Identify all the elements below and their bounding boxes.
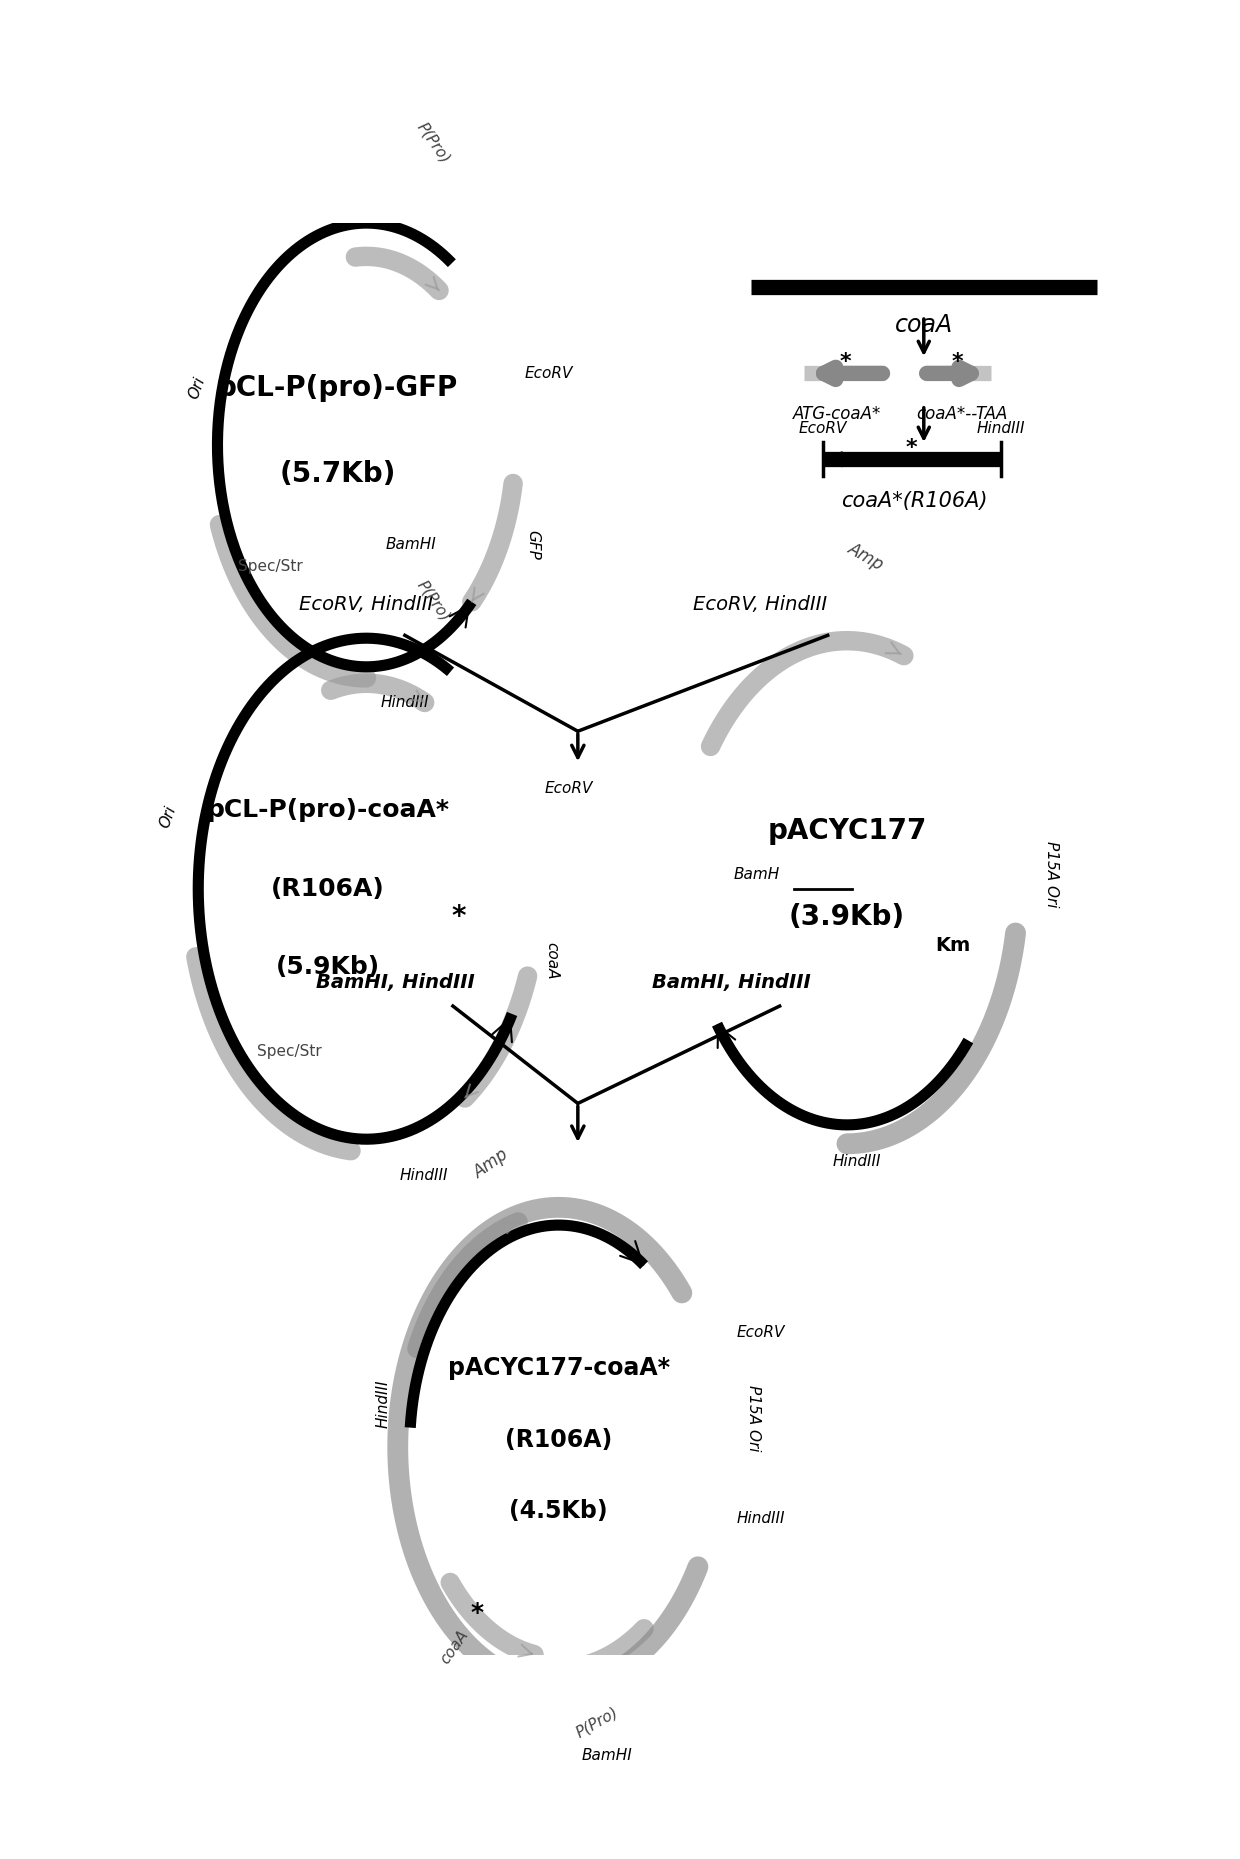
Text: EcoRV, HindIII: EcoRV, HindIII [693, 595, 827, 613]
Text: coaA*--TAA: coaA*--TAA [916, 405, 1008, 422]
Text: EcoRV: EcoRV [544, 781, 593, 796]
Text: EcoRV, HindIII: EcoRV, HindIII [299, 595, 434, 613]
Text: BamHI: BamHI [582, 1747, 632, 1762]
Text: (5.7Kb): (5.7Kb) [279, 459, 396, 487]
Text: pCL-P(pro)-coaA*: pCL-P(pro)-coaA* [207, 798, 449, 822]
Text: Ori: Ori [186, 374, 208, 402]
Text: coaA: coaA [895, 314, 952, 336]
Text: *: * [905, 439, 918, 457]
Text: Ori: Ori [157, 803, 179, 831]
Text: BamHI, HindIII: BamHI, HindIII [316, 972, 475, 991]
Text: P(Pro): P(Pro) [414, 119, 453, 165]
Text: ATG-coaA*: ATG-coaA* [794, 405, 882, 422]
Text: (R106A): (R106A) [505, 1428, 613, 1452]
Text: EcoRV: EcoRV [737, 1325, 785, 1340]
Text: (5.9Kb): (5.9Kb) [277, 956, 379, 980]
Text: Amp: Amp [846, 539, 887, 574]
Text: P(Pro): P(Pro) [414, 578, 453, 625]
Text: HindIII: HindIII [376, 1379, 391, 1428]
Text: HindIII: HindIII [381, 695, 429, 710]
Text: GFP: GFP [525, 530, 539, 560]
Text: Spec/Str: Spec/Str [257, 1045, 322, 1060]
Text: P(Pro): P(Pro) [573, 1705, 621, 1740]
Text: HindIII: HindIII [976, 422, 1025, 437]
Text: HindIII: HindIII [832, 1153, 880, 1169]
Text: Spec/Str: Spec/Str [238, 560, 303, 574]
Text: coaA: coaA [438, 1627, 471, 1666]
Text: Km: Km [935, 937, 970, 956]
Text: (4.5Kb): (4.5Kb) [510, 1500, 608, 1523]
Text: BamHI, HindIII: BamHI, HindIII [652, 972, 811, 991]
Text: pACYC177-coaA*: pACYC177-coaA* [448, 1357, 670, 1379]
Text: (3.9Kb): (3.9Kb) [789, 903, 905, 931]
Text: P15A Ori: P15A Ori [746, 1385, 761, 1452]
Text: *: * [451, 903, 466, 931]
Text: *: * [951, 351, 963, 372]
Text: BamH: BamH [733, 866, 780, 881]
Text: coaA*(R106A): coaA*(R106A) [841, 491, 987, 511]
Text: HindIII: HindIII [399, 1167, 449, 1182]
Text: P15A Ori: P15A Ori [1044, 840, 1059, 907]
Text: *: * [839, 351, 851, 372]
Text: EcoRV: EcoRV [799, 422, 847, 437]
Text: (R106A): (R106A) [272, 877, 384, 902]
Text: BamHI: BamHI [386, 537, 436, 552]
Text: HindIII: HindIII [737, 1511, 785, 1526]
Text: *: * [470, 1601, 484, 1625]
Text: coaA: coaA [544, 941, 559, 980]
Text: pACYC177: pACYC177 [768, 818, 926, 846]
Text: EcoRV: EcoRV [525, 366, 573, 381]
Text: pCL-P(pro)-GFP: pCL-P(pro)-GFP [217, 374, 459, 402]
Text: Amp: Amp [470, 1145, 512, 1182]
